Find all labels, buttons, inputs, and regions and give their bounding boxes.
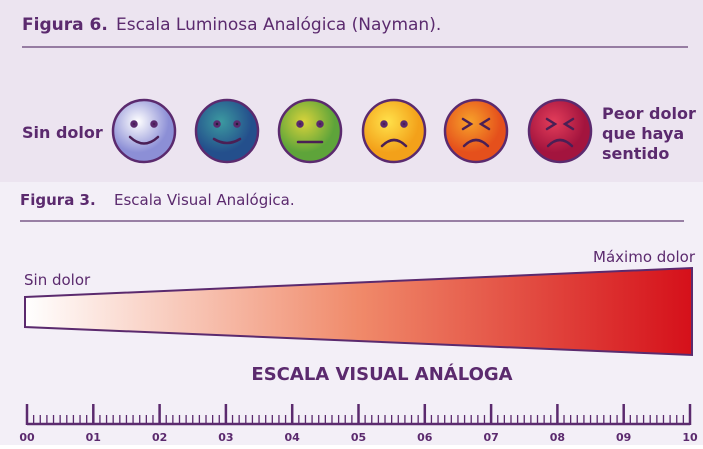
face [111, 98, 177, 164]
scale-label: 00 [19, 431, 35, 444]
scale-label: 08 [550, 431, 565, 444]
right-label: que haya [602, 124, 684, 143]
right-label: Máximo dolor [593, 248, 696, 266]
scale-label: 02 [152, 431, 167, 444]
face [361, 98, 427, 164]
scale-label: 01 [86, 431, 101, 444]
right-label: sentido [602, 144, 669, 163]
scale-label: 05 [351, 431, 366, 444]
scale-label: 06 [417, 431, 433, 444]
scale-label: 07 [483, 431, 498, 444]
face [443, 98, 509, 164]
pain-wedge [24, 266, 693, 357]
figure-label: Figura 6. [22, 15, 108, 35]
scale-label: 03 [218, 431, 233, 444]
left-label: Sin dolor [24, 271, 91, 289]
scale-title: ESCALA VISUAL ANÁLOGA [251, 363, 512, 385]
scale-label: 04 [285, 431, 301, 444]
figure-caption: Escala Visual Analógica. [114, 191, 295, 209]
face [194, 98, 260, 164]
left-label: Sin dolor [22, 123, 103, 142]
figure-label: Figura 3. [20, 191, 96, 209]
face [277, 98, 343, 164]
figure-caption: Escala Luminosa Analógica (Nayman). [116, 15, 441, 35]
ruler: 00 01 02 03 04 05 06 07 08 09 10 [19, 404, 698, 444]
scale-label: 09 [616, 431, 631, 444]
scale-label: 10 [682, 431, 698, 444]
right-label: Peor dolor [602, 104, 696, 123]
face [527, 98, 593, 164]
top-panel [0, 0, 703, 182]
